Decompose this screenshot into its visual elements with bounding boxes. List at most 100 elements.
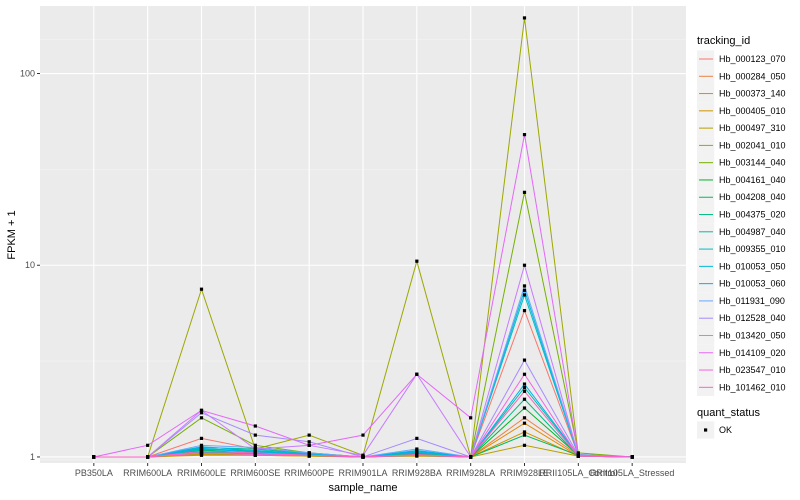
y-axis-title: FPKM + 1 xyxy=(6,210,18,259)
data-point xyxy=(630,455,634,459)
data-point xyxy=(307,443,311,447)
data-point xyxy=(522,190,527,194)
data-point xyxy=(253,433,257,437)
data-point xyxy=(522,293,527,297)
data-point xyxy=(307,453,311,457)
data-point xyxy=(146,455,150,459)
x-tick-label: PB350LA xyxy=(75,468,113,478)
data-point xyxy=(307,451,311,455)
shape-legend-label: OK xyxy=(719,425,732,435)
data-point xyxy=(307,440,311,444)
data-point xyxy=(415,452,419,457)
legend-label: Hb_010053_060 xyxy=(719,279,786,289)
legend-label: Hb_011931_090 xyxy=(719,296,785,306)
data-point xyxy=(469,455,473,459)
data-point xyxy=(469,416,473,420)
data-point xyxy=(415,447,419,451)
x-tick-label: RRIM600SE xyxy=(230,468,280,478)
y-tick-label: 10 xyxy=(25,260,35,270)
data-point xyxy=(522,263,527,267)
data-points xyxy=(92,16,634,459)
data-point xyxy=(522,382,527,386)
legend-label: Hb_004161_040 xyxy=(719,175,786,185)
data-point xyxy=(361,453,365,457)
legend-label: Hb_012528_040 xyxy=(719,313,786,323)
data-point xyxy=(199,416,204,420)
data-point xyxy=(415,449,419,453)
x-tick-label: RRIM901LA xyxy=(338,468,387,478)
grid xyxy=(40,6,686,463)
data-point xyxy=(361,455,365,459)
x-tick-label: RRIM928BA xyxy=(392,468,442,478)
data-point xyxy=(199,449,204,453)
data-point xyxy=(522,133,527,137)
data-point xyxy=(522,16,527,20)
legend-label: Hb_013420_050 xyxy=(719,330,786,340)
data-point xyxy=(522,389,527,393)
data-point xyxy=(307,433,311,437)
data-point xyxy=(522,372,527,376)
y-tick-label: 100 xyxy=(20,69,35,79)
data-point xyxy=(199,408,204,412)
legend-label: Hb_004375_020 xyxy=(719,210,786,220)
legend-label: Hb_000123_070 xyxy=(719,54,786,64)
data-point xyxy=(522,386,527,390)
data-point xyxy=(522,284,527,288)
shape-legend-title: quant_status xyxy=(697,407,760,419)
x-tick-label: RRIM600LE xyxy=(177,468,226,478)
y-axis: 1 10 100 xyxy=(20,69,40,462)
data-point xyxy=(522,397,527,401)
data-point xyxy=(522,421,527,425)
legend-label: Hb_000284_050 xyxy=(719,71,786,81)
data-point xyxy=(253,447,257,451)
data-point xyxy=(146,443,150,447)
data-point xyxy=(576,454,580,458)
legend-label: Hb_014109_020 xyxy=(719,348,786,358)
data-point xyxy=(415,436,419,440)
legend-label: Hb_000497_310 xyxy=(719,123,786,133)
data-point xyxy=(253,452,257,457)
legend-label: Hb_004987_040 xyxy=(719,227,786,237)
x-tick-label: RRIM600PE xyxy=(284,468,334,478)
data-point xyxy=(253,424,257,428)
data-point xyxy=(522,443,527,447)
x-tick-label: RRIM928LA xyxy=(446,468,495,478)
data-point xyxy=(199,436,204,440)
data-point xyxy=(199,446,204,450)
data-point xyxy=(522,308,527,313)
x-tick-label: RRII105LA_Control xyxy=(539,468,617,478)
data-point xyxy=(522,406,527,410)
data-point xyxy=(199,287,204,291)
legend: tracking_id Hb_000123_070 Hb_000284_050 Hb… xyxy=(697,35,786,439)
data-point xyxy=(199,411,204,415)
data-point xyxy=(522,433,527,437)
legend-label: Hb_010053_050 xyxy=(719,261,786,271)
data-point xyxy=(522,416,527,420)
data-point xyxy=(253,451,257,455)
data-point xyxy=(522,358,527,362)
legend-title: tracking_id xyxy=(697,35,750,47)
shape-legend-key-point xyxy=(704,428,708,432)
legend-label: Hb_009355_010 xyxy=(719,244,786,254)
y-tick-label: 1 xyxy=(30,452,35,462)
x-tick-label: RRIM928LE xyxy=(500,468,549,478)
data-point xyxy=(522,430,527,434)
data-point xyxy=(415,372,419,376)
x-tick-label: RRIM600LA xyxy=(123,468,172,478)
legend-label: Hb_023547_010 xyxy=(719,365,786,375)
data-point xyxy=(361,433,365,437)
legend-label: Hb_004208_040 xyxy=(719,192,786,202)
legend-label: Hb_000405_010 xyxy=(719,106,786,116)
data-point xyxy=(199,453,204,457)
legend-label: Hb_000373_140 xyxy=(719,89,786,99)
x-axis-title: sample_name xyxy=(328,482,397,494)
data-point xyxy=(415,259,419,263)
legend-label: Hb_002041_010 xyxy=(719,140,786,150)
data-point xyxy=(522,288,527,292)
legend-label: Hb_101462_010 xyxy=(719,382,786,392)
data-point xyxy=(92,455,96,459)
data-point xyxy=(199,443,204,447)
data-point xyxy=(576,451,580,455)
legend-label: Hb_003144_040 xyxy=(719,158,786,168)
